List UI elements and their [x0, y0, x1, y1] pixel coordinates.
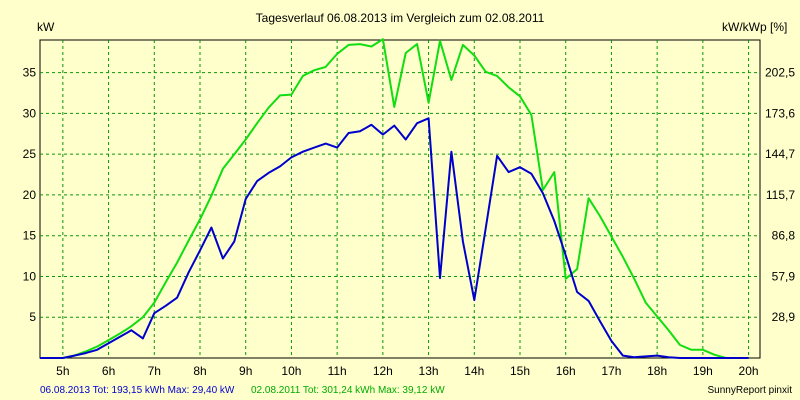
x-tick-label: 16h — [556, 364, 576, 378]
x-tick-label: 7h — [148, 364, 161, 378]
y-left-tick-label: 35 — [23, 66, 37, 80]
y-axis-right-unit: kW/kWp [%] — [722, 20, 787, 34]
y-right-tick-label: 144,7 — [765, 147, 795, 161]
y-right-tick-label: 86,8 — [772, 229, 796, 243]
plot-area — [39, 39, 761, 359]
x-tick-label: 20h — [739, 364, 759, 378]
x-tick-label: 8h — [193, 364, 206, 378]
footer-summary-2011: 02.08.2011 Tot: 301,24 kWh Max: 39,12 kW — [251, 385, 445, 396]
series-line-2013 — [40, 117, 749, 359]
x-tick-label: 11h — [328, 364, 347, 378]
footer-credit: SunnyReport pinxit — [708, 385, 793, 396]
x-tick-label: 9h — [239, 364, 252, 378]
gridlines — [40, 40, 760, 358]
y-right-tick-label: 57,9 — [772, 269, 796, 283]
y-left-tick-label: 5 — [29, 310, 36, 324]
x-tick-label: 6h — [102, 364, 115, 378]
x-tick-label: 14h — [464, 364, 484, 378]
x-tick-label: 19h — [693, 364, 713, 378]
y-left-tick-label: 15 — [23, 229, 37, 243]
y-right-tick-label: 173,6 — [765, 106, 795, 120]
y-left-tick-label: 20 — [23, 188, 37, 202]
chart-title: Tagesverlauf 06.08.2013 im Vergleich zum… — [256, 11, 545, 25]
footer-summary-2013: 06.08.2013 Tot: 193,15 kWh Max: 29,40 kW — [40, 385, 235, 396]
y-left-tick-label: 10 — [23, 269, 37, 283]
y-left-tick-label: 25 — [23, 147, 37, 161]
y-right-tick-label: 28,9 — [772, 310, 796, 324]
y-left-tick-label: 30 — [23, 106, 37, 120]
x-tick-label: 18h — [647, 364, 667, 378]
x-tick-label: 13h — [419, 364, 439, 378]
series-line-2011 — [40, 38, 749, 359]
y-right-tick-label: 202,5 — [765, 66, 795, 80]
tick-labels: 5h 6h 7h 8h 9h 10h 11h 12h 13h 14h 15h 16h 17h 18h 19h… — [23, 66, 796, 378]
series-lines — [40, 38, 749, 359]
x-tick-label: 12h — [373, 364, 393, 378]
x-tick-label: 10h — [281, 364, 301, 378]
x-tick-label: 17h — [601, 364, 621, 378]
x-tick-label: 15h — [510, 364, 530, 378]
y-axis-left-unit: kW — [37, 20, 55, 34]
x-tick-label: 5h — [56, 364, 69, 378]
y-right-tick-label: 115,7 — [766, 188, 795, 202]
